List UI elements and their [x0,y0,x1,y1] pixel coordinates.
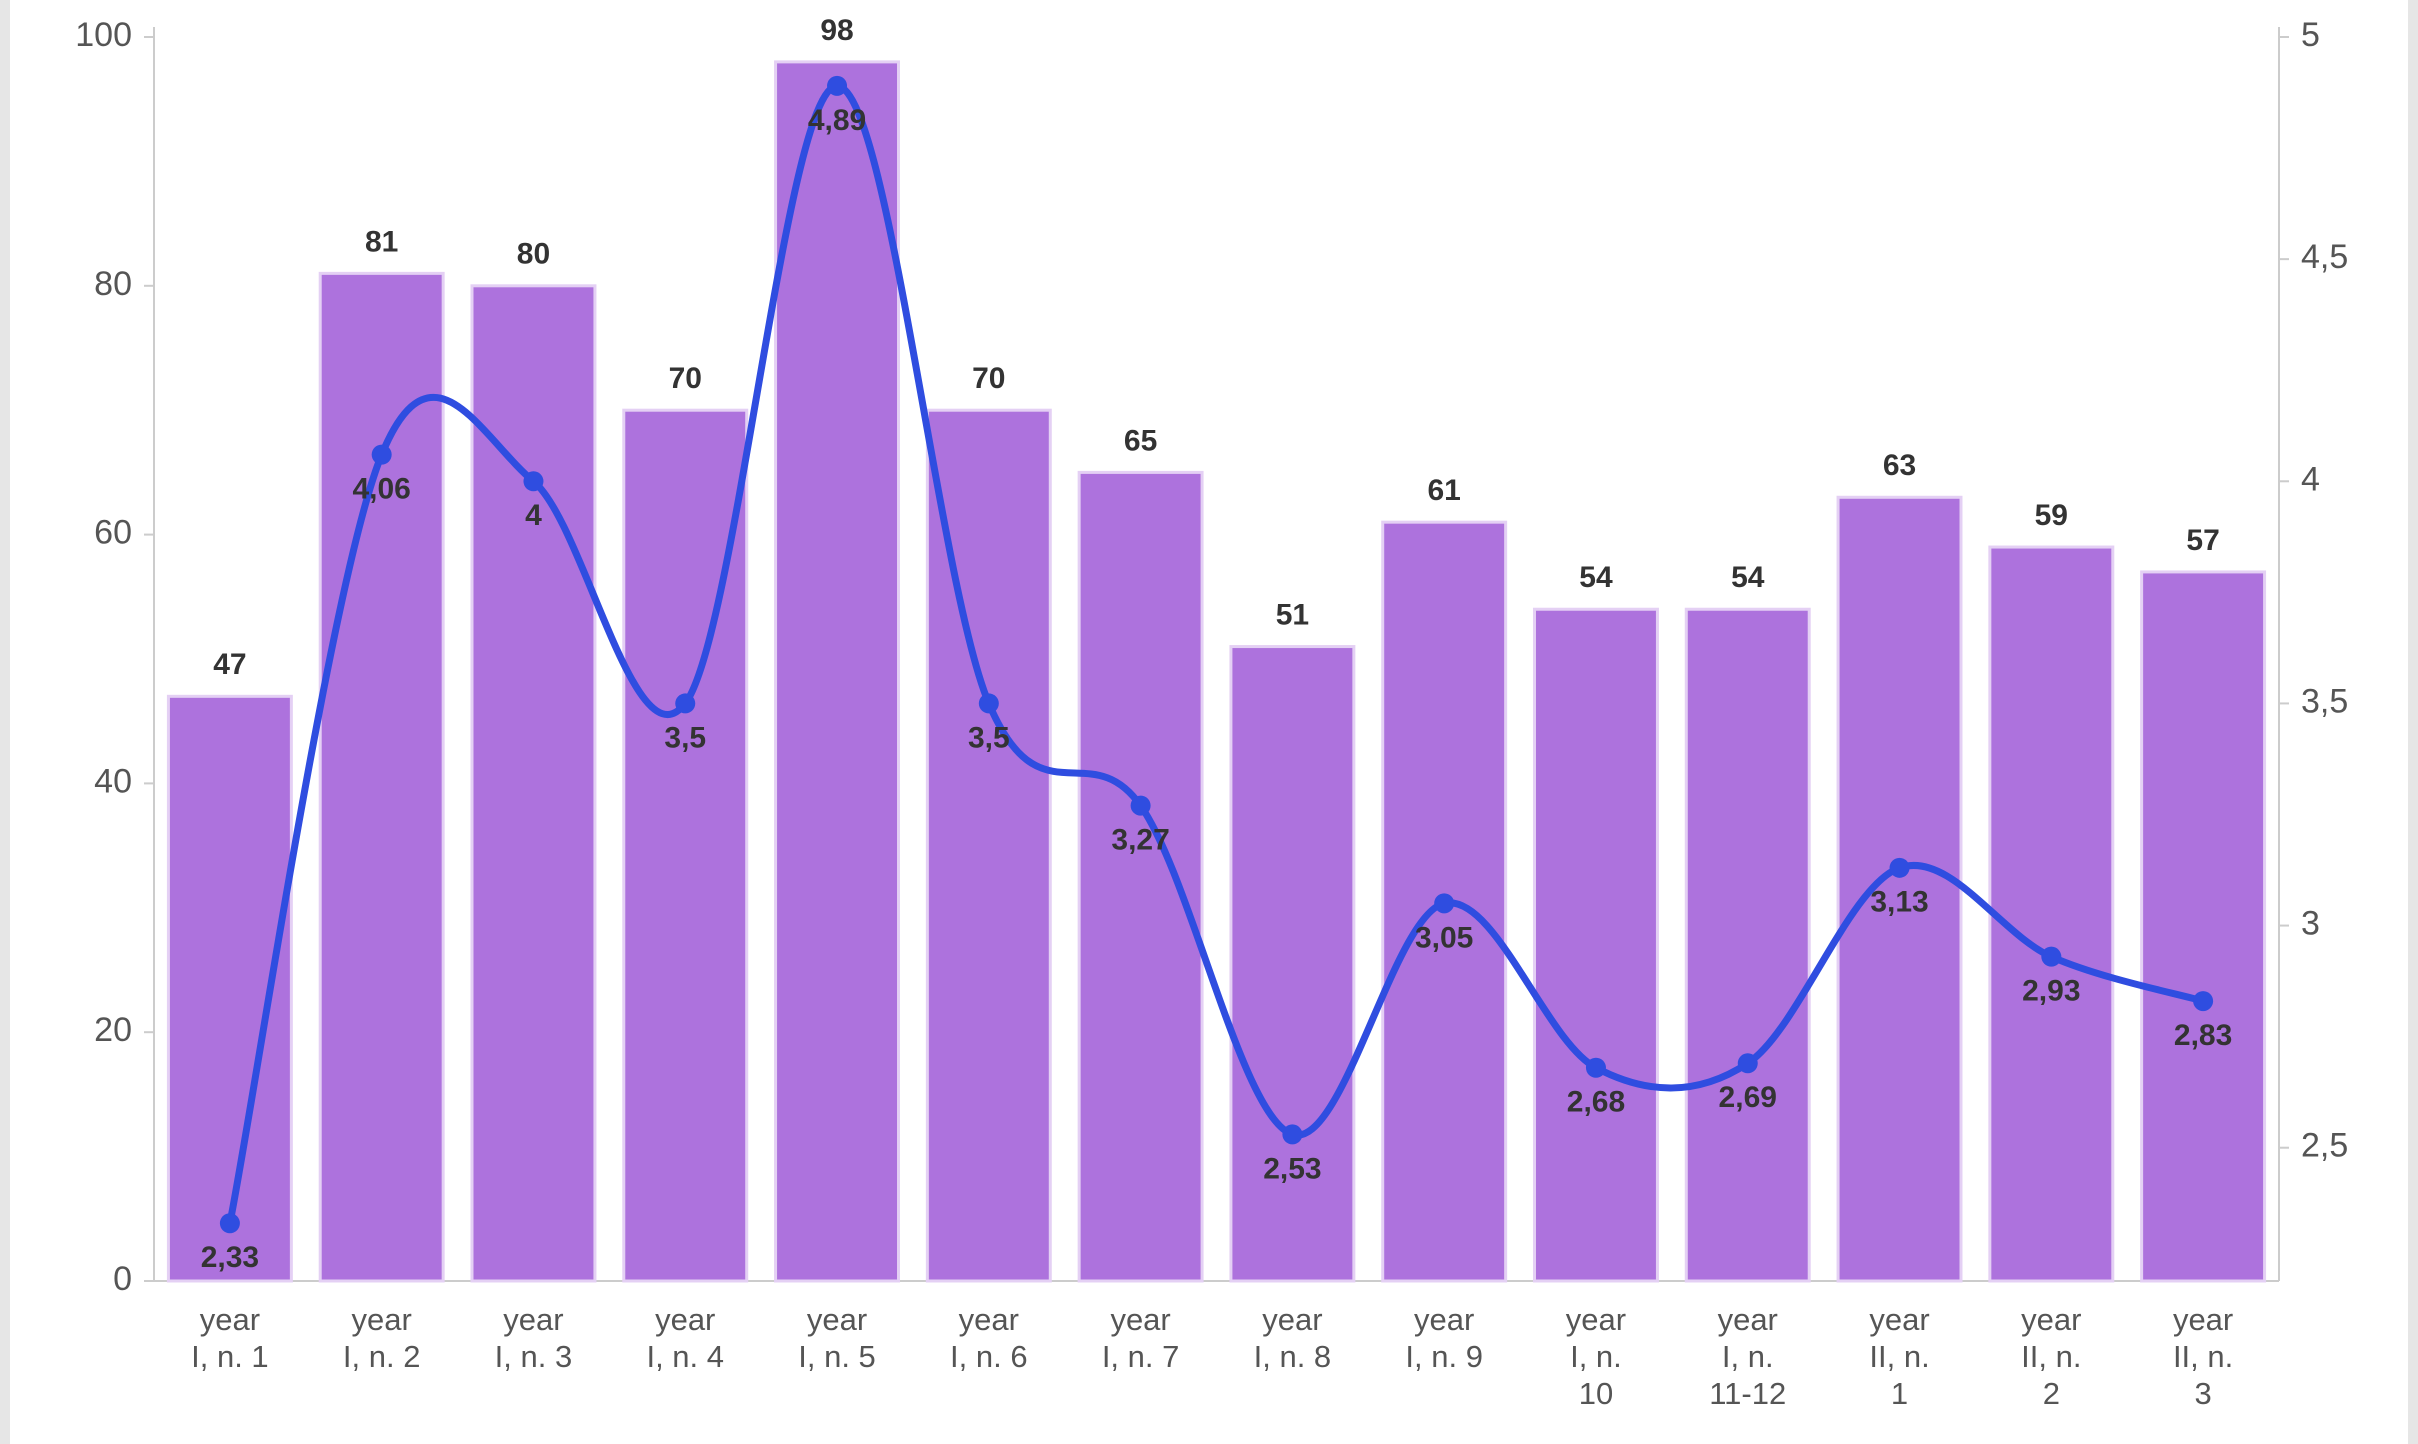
bar-label: 57 [2186,524,2219,557]
bar [318,271,445,1283]
x-tick-label: year I, n. 5 [798,1302,876,1374]
bar [1532,607,1659,1283]
y2-tick-label: 3 [2301,905,2320,943]
x-tick-label: year I, n. 7 [1101,1302,1180,1374]
line-point [675,693,696,714]
bar [1836,495,1963,1283]
x-tick-label-box: year I, n. 9 [1405,1302,1483,1374]
bar [1229,645,1356,1283]
y2-tick-label: 3,5 [2301,682,2348,720]
line-label: 3,5 [968,721,1010,754]
x-tick-label-box: year I, n. 6 [950,1302,1028,1374]
bar [2140,570,2267,1283]
bar [1684,607,1811,1283]
bar-label: 80 [517,238,550,271]
line-point [827,75,848,96]
line-point [2193,991,2214,1012]
bar-label: 65 [1124,424,1157,457]
y-tick-label: 60 [94,514,132,552]
bar-label: 47 [213,648,246,681]
frame-edge [0,0,10,1444]
x-tick-label-box: year I, n. 8 [1253,1302,1332,1374]
x-tick-label: year I, n. 8 [1253,1302,1332,1374]
bar-label: 54 [1731,561,1765,594]
line-point [978,693,999,714]
line-point [523,471,544,492]
line-label: 3,05 [1415,921,1473,954]
y2-tick-label: 4 [2301,460,2320,498]
line-point [1737,1053,1758,1074]
x-tick-label-box: year II, n. 3 [2172,1302,2234,1411]
x-tick-label: year I, n. 1 [191,1302,269,1374]
y-tick-label: 20 [94,1011,132,1049]
y-tick-label: 80 [94,265,132,303]
line-point [371,444,392,465]
x-tick-label-box: year I, n. 1 [191,1302,269,1374]
line-label: 2,69 [1719,1081,1777,1114]
line-point [1889,857,1910,878]
line-label: 3,5 [664,721,706,754]
line-point [219,1213,240,1234]
bar-label: 70 [972,362,1005,395]
line-label: 2,53 [1263,1152,1321,1185]
bar-label: 98 [820,14,853,47]
x-tick-label-box: year I, n. 11-12 [1709,1302,1787,1411]
x-tick-label: year II, n. 3 [2172,1302,2234,1411]
bar [1077,470,1204,1283]
y2-tick-label: 4,5 [2301,238,2348,276]
bar-label: 70 [669,362,702,395]
y2-tick-label: 5 [2301,16,2320,54]
x-tick-label-box: year I, n. 3 [494,1302,573,1374]
x-tick-label: year I, n. 6 [950,1302,1028,1374]
x-tick-label-box: year II, n. 1 [1869,1302,1930,1411]
frame-edge [2408,0,2418,1444]
y2-tick-label: 2,5 [2301,1127,2348,1165]
line-label: 3,27 [1111,824,1169,857]
line-point [1585,1057,1606,1078]
y-tick-label: 0 [113,1260,132,1298]
line-label: 2,33 [201,1241,259,1274]
bar [1988,545,2115,1283]
x-tick-label-box: year I, n. 5 [798,1302,876,1374]
bar [774,60,901,1283]
line-point [1130,795,1151,816]
bar-label: 63 [1883,449,1916,482]
y-tick-label: 40 [94,762,132,800]
x-tick-label: year I, n. 3 [494,1302,573,1374]
x-tick-label-box: year I, n. 7 [1101,1302,1180,1374]
bar-label: 81 [365,225,398,258]
bar [470,284,597,1283]
line-label: 3,13 [1870,886,1928,919]
line-label: 2,93 [2022,975,2080,1008]
x-tick-label: year I, n. 4 [646,1302,724,1374]
x-tick-label: year I, n. 9 [1405,1302,1483,1374]
line-label: 4,06 [352,473,410,506]
x-tick-label: year II, n. 1 [1869,1302,1930,1411]
line-label: 2,68 [1567,1086,1625,1119]
bar-label: 61 [1427,474,1460,507]
bar-label: 59 [2035,499,2068,532]
line-point [1434,893,1455,914]
x-tick-label-box: year I, n. 2 [342,1302,421,1374]
line-point [1282,1124,1303,1145]
line [226,82,2205,1224]
x-tick-label-box: year II, n. 2 [2021,1302,2082,1411]
line-point [2041,946,2062,967]
y-tick-label: 100 [75,16,132,54]
x-tick-label-box: year I, n. 4 [646,1302,724,1374]
bar-label: 54 [1579,561,1613,594]
x-tick-label-box: year I, n. 10 [1565,1302,1627,1411]
line-label: 4 [525,499,542,532]
bar-label: 51 [1276,598,1309,631]
x-tick-label: year I, n. 11-12 [1709,1302,1787,1411]
x-tick-label: year I, n. 2 [342,1302,421,1374]
line-label: 2,83 [2174,1019,2232,1052]
line-label: 4,89 [808,104,866,137]
x-tick-label: year I, n. 10 [1565,1302,1627,1411]
x-tick-label: year II, n. 2 [2021,1302,2082,1411]
